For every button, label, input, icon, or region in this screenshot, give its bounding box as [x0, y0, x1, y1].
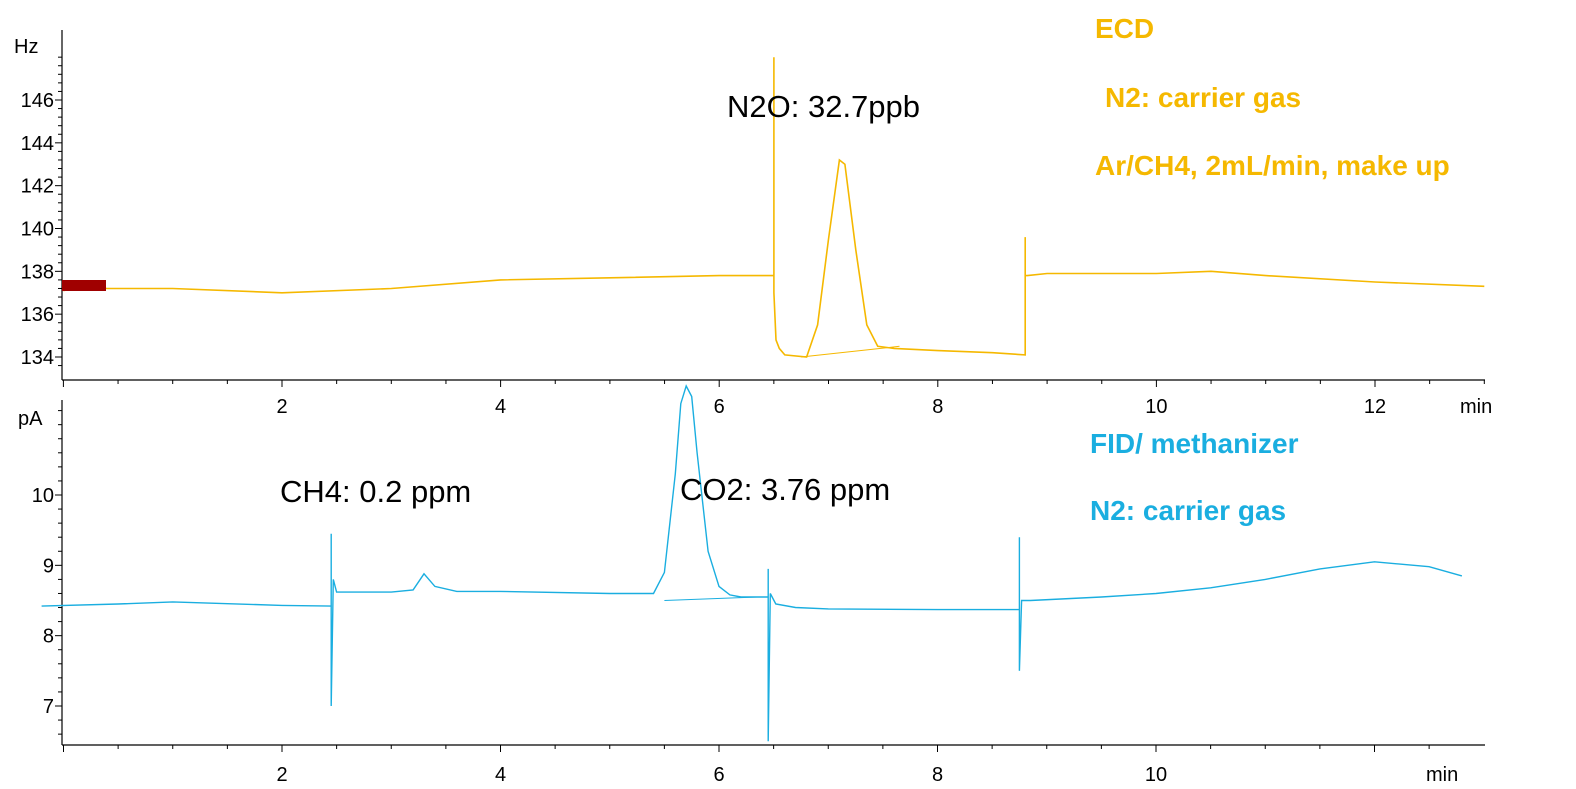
fid-series-line	[41, 384, 1463, 742]
fid-x-tick-label: 2	[276, 764, 287, 786]
fid-x-tick-label: 4	[495, 764, 506, 786]
ecd-x-unit-label: min	[1460, 396, 1492, 418]
fid-panel: 2 4 6 8 10 7 8 9 10 pA min CH4: 0.2 ppm CO2: 3.7…	[18, 384, 1485, 786]
fid-y-tick-label: 10	[32, 485, 54, 507]
ecd-ticks: 2 4 6 8 10 12 134 136 138 140 142 144 146	[21, 56, 1485, 418]
ecd-series-line	[63, 57, 1485, 358]
fid-detector-label: FID/ methanizer	[1090, 428, 1299, 459]
fid-x-tick-label: 8	[932, 764, 943, 786]
ecd-detector-label: ECD	[1095, 13, 1154, 44]
ecd-x-tick-label: 2	[276, 396, 287, 418]
ecd-start-highlight	[62, 280, 106, 291]
fid-ticks: 2 4 6 8 10 7 8 9 10	[32, 410, 1430, 786]
fid-x-unit-label: min	[1426, 764, 1458, 786]
ecd-panel: 2 4 6 8 10 12 134 136 138 140 142 144 146 Hz min N2O…	[14, 13, 1492, 418]
ecd-carrier-label: N2: carrier gas	[1105, 82, 1301, 113]
ecd-x-tick-label: 12	[1364, 396, 1386, 418]
fid-y-tick-label: 8	[43, 626, 54, 648]
fid-carrier-label: N2: carrier gas	[1090, 495, 1286, 526]
co2-annotation: CO2: 3.76 ppm	[680, 472, 890, 507]
ecd-x-tick-label: 8	[932, 396, 943, 418]
fid-y-unit-label: pA	[18, 408, 43, 430]
ecd-y-tick-label: 142	[21, 176, 54, 198]
fid-y-tick-label: 9	[43, 555, 54, 577]
ecd-y-tick-label: 134	[21, 347, 54, 369]
ch4-annotation: CH4: 0.2 ppm	[280, 474, 471, 509]
ecd-y-tick-label: 144	[21, 133, 54, 155]
ecd-y-unit-label: Hz	[14, 36, 38, 58]
n2o-annotation: N2O: 32.7ppb	[727, 89, 920, 124]
ecd-y-tick-label: 136	[21, 304, 54, 326]
ecd-makeup-label: Ar/CH4, 2mL/min, make up	[1095, 150, 1450, 181]
ecd-y-tick-label: 138	[21, 261, 54, 283]
ecd-y-tick-label: 146	[21, 90, 54, 112]
ecd-x-tick-label: 4	[495, 396, 506, 418]
fid-y-tick-label: 7	[43, 696, 54, 718]
ecd-y-tick-label: 140	[21, 219, 54, 241]
fid-x-tick-label: 10	[1145, 764, 1167, 786]
ecd-x-tick-label: 6	[714, 396, 725, 418]
ecd-baseline-segment	[801, 345, 900, 358]
ecd-x-tick-label: 10	[1145, 396, 1167, 418]
fid-x-tick-label: 6	[713, 764, 724, 786]
